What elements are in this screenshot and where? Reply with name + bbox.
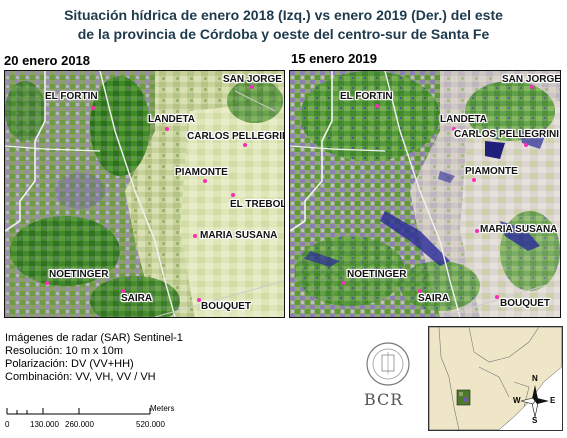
city-dot bbox=[524, 143, 528, 147]
legend-line-polarization: Polarización: DV (VV+HH) bbox=[5, 358, 134, 370]
city-maria-susana: MARIA SUSANA bbox=[480, 224, 558, 235]
legend-line-resolution: Resolución: 10 m x 10m bbox=[5, 345, 123, 357]
left-panel-label: 20 enero 2018 bbox=[4, 53, 91, 68]
city-san-jorge: SAN JORGE bbox=[502, 74, 561, 85]
city-piamonte: PIAMONTE bbox=[175, 167, 228, 178]
compass-w: W bbox=[513, 396, 521, 405]
map-title-line2: de la provincia de Córdoba y oeste del c… bbox=[77, 26, 490, 42]
legend-line-sensor: Imágenes de radar (SAR) Sentinel-1 bbox=[5, 332, 183, 344]
city-bouquet: BOUQUET bbox=[500, 298, 550, 309]
scale-tick-1: 130.000 bbox=[30, 420, 59, 429]
city-dot bbox=[495, 295, 499, 299]
map-2019-image bbox=[290, 71, 560, 317]
city-carlos-pellegrini: CARLOS PELLEGRINI bbox=[187, 131, 285, 142]
compass-e: E bbox=[550, 396, 556, 405]
legend-block: Imágenes de radar (SAR) Sentinel-1 Resol… bbox=[5, 332, 183, 384]
map-title: Situación hídrica de enero 2018 (Izq.) v… bbox=[0, 6, 567, 44]
city-dot bbox=[45, 281, 49, 285]
compass-n: N bbox=[532, 374, 538, 383]
city-el-fortin: EL FORTIN bbox=[45, 91, 98, 102]
city-bouquet: BOUQUET bbox=[201, 301, 251, 312]
map-2018-image bbox=[5, 71, 284, 317]
scale-tick-2: 260.000 bbox=[65, 420, 94, 429]
city-dot bbox=[193, 234, 197, 238]
city-maria-susana: MARIA SUSANA bbox=[200, 230, 278, 241]
bcr-logo-text: BCR bbox=[364, 390, 404, 409]
city-dot bbox=[250, 85, 254, 89]
city-dot bbox=[203, 179, 207, 183]
city-el-fortin: EL FORTIN bbox=[340, 91, 393, 102]
city-dot bbox=[121, 289, 125, 293]
city-saira: SAIRA bbox=[418, 293, 450, 304]
city-saira: SAIRA bbox=[121, 293, 153, 304]
city-dot bbox=[342, 281, 346, 285]
scale-unit: Meters bbox=[150, 404, 175, 413]
city-dot bbox=[197, 298, 201, 302]
city-san-jorge: SAN JORGE bbox=[223, 74, 282, 85]
scale-tick-3: 520.000 bbox=[136, 420, 165, 429]
city-piamonte: PIAMONTE bbox=[465, 166, 518, 177]
city-dot bbox=[452, 127, 456, 131]
map-2019: EL FORTIN SAN JORGE LANDETA CARLOS PELLE… bbox=[289, 70, 561, 318]
bcr-seal-icon bbox=[366, 342, 410, 386]
city-landeta: LANDETA bbox=[440, 114, 488, 125]
scale-bar-graphic bbox=[6, 408, 151, 415]
north-arrow-icon: N S W E bbox=[513, 374, 557, 425]
right-panel-label: 15 enero 2019 bbox=[291, 51, 378, 66]
city-dot bbox=[475, 229, 479, 233]
city-dot bbox=[472, 178, 476, 182]
inset-locator-map: N S W E bbox=[428, 326, 563, 431]
city-dot bbox=[375, 104, 379, 108]
compass-s: S bbox=[532, 416, 538, 425]
city-el-trebol: EL TREBOL bbox=[230, 199, 285, 210]
city-dot bbox=[243, 143, 247, 147]
city-dot bbox=[231, 193, 235, 197]
city-landeta: LANDETA bbox=[148, 114, 196, 125]
compass-rose-icon bbox=[520, 385, 549, 418]
inset-map-graphic bbox=[428, 326, 563, 431]
city-carlos-pellegrini: CARLOS PELLEGRINI bbox=[454, 129, 560, 140]
city-dot bbox=[91, 106, 95, 110]
legend-line-combination: Combinación: VV, VH, VV / VH bbox=[5, 371, 156, 383]
scale-bar: Meters 0 130.000 260.000 520.000 bbox=[5, 404, 185, 434]
map-title-line1: Situación hídrica de enero 2018 (Izq.) v… bbox=[64, 7, 503, 23]
scale-tick-0: 0 bbox=[5, 420, 10, 429]
city-noetinger: NOETINGER bbox=[347, 269, 407, 280]
city-noetinger: NOETINGER bbox=[49, 269, 109, 280]
city-dot bbox=[165, 127, 169, 131]
city-dot bbox=[418, 289, 422, 293]
bcr-logo: BCR bbox=[358, 340, 418, 415]
city-dot bbox=[530, 85, 534, 89]
map-2018: EL FORTIN SAN JORGE LANDETA CARLOS PELLE… bbox=[4, 70, 285, 318]
